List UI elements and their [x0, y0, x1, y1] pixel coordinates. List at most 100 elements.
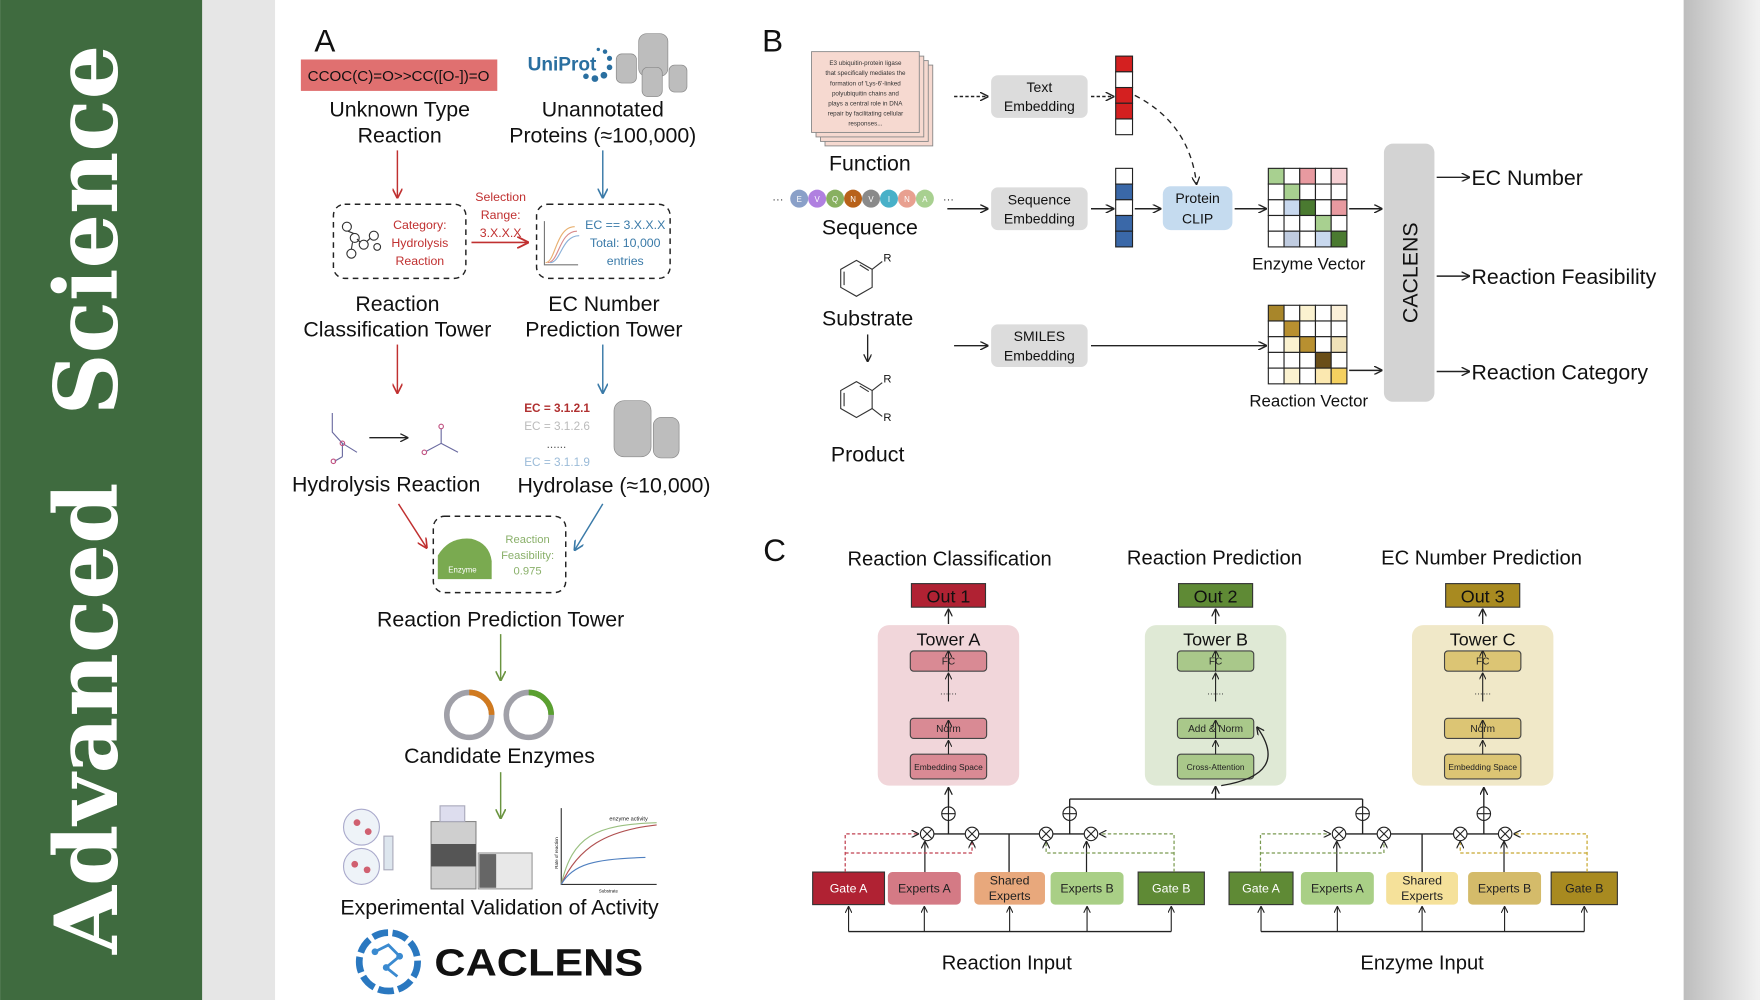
document-text-line: that specifically mediates the — [825, 70, 906, 77]
amino-acid-letter: V — [868, 195, 874, 204]
smiles-embedding-line1: SMILES — [1014, 328, 1065, 344]
benzene-substrate-icon — [840, 259, 883, 297]
multiply-node-icon — [1041, 829, 1051, 839]
grid-cell — [1314, 320, 1332, 338]
journal-title-word2: Science — [35, 45, 138, 415]
sequence-embedding-line1: Sequence — [1008, 191, 1071, 207]
amino-acid-letter: E — [797, 195, 802, 204]
amino-acid-bead — [790, 189, 809, 208]
unannotated-line1: Unannotated — [542, 98, 664, 122]
grid-cell — [1330, 230, 1348, 248]
r-group-label: R — [883, 412, 891, 424]
add-node-icon — [1062, 806, 1077, 821]
right-shadow — [1683, 0, 1760, 1000]
feasibility-line1: Reaction — [505, 534, 549, 546]
grid-cell — [1299, 183, 1317, 201]
moe-module-label-line: Experts — [989, 889, 1031, 903]
cell-culture-icon — [342, 808, 394, 885]
category-line2: Hydrolysis — [391, 236, 448, 250]
smiles-text: CCOC(C)=O>>CC([O-])=O — [308, 68, 490, 85]
grid-cell — [1283, 214, 1301, 232]
reaction-vector-grid — [1267, 304, 1348, 385]
grid-cell — [1314, 304, 1332, 322]
ec-filter-line2: Total: 10,000 — [590, 236, 661, 250]
moe-module-box — [1228, 871, 1294, 906]
category-line3: Reaction — [396, 254, 445, 268]
gate-dashed-arrow — [1260, 842, 1383, 854]
vector-cell — [1115, 71, 1134, 89]
r-group-label: R — [883, 374, 891, 386]
amino-acid-letter: A — [922, 195, 928, 204]
ec-item: EC = 3.1.2.1 — [524, 402, 590, 415]
grid-cell — [1330, 367, 1348, 385]
ellipsis-text: ··· — [943, 194, 954, 206]
ec-filter-line3: entries — [607, 254, 644, 268]
smiles-embedding-box — [991, 324, 1088, 368]
moe-module-label: Gate A — [830, 881, 868, 895]
amino-acid-bead — [880, 189, 898, 208]
multiply-node-icon — [1334, 829, 1344, 839]
caclens-logo-icon — [355, 929, 421, 995]
grid-cell — [1314, 167, 1332, 185]
output-box — [1445, 583, 1521, 608]
sequence-vector — [1115, 167, 1134, 248]
grid-cell — [1299, 230, 1317, 248]
arrow — [397, 503, 427, 548]
database-icon — [615, 33, 688, 97]
enzyme-vector-grid — [1267, 167, 1348, 248]
document-text-line: polyubiquitin chains and — [832, 90, 899, 97]
rct-line2: Classification Tower — [303, 318, 491, 342]
panel-a: A CCOC(C)=O>>CC([O-])=O Unknown Type Rea… — [292, 24, 710, 995]
unannotated-line2: Proteins (≈100,000) — [509, 124, 696, 148]
grid-cell — [1283, 351, 1301, 369]
uniprot-dots-icon — [583, 47, 613, 82]
selection-line2: Range: — [481, 208, 521, 222]
hplc-instrument-icon — [430, 805, 533, 890]
grid-cell — [1267, 167, 1285, 185]
moe-module-label: Experts A — [898, 881, 952, 895]
grid-cell — [1299, 199, 1317, 217]
multiply-node-icon — [1455, 829, 1466, 839]
tower-layer-label: Embedding Space — [1448, 762, 1517, 772]
grid-cell — [1267, 199, 1285, 217]
grid-cell — [1283, 304, 1301, 322]
panel-b: B E3 ubiquitin-protein ligase that specif… — [762, 24, 1656, 467]
grid-cell — [1314, 183, 1332, 201]
amino-acid-letter: N — [850, 195, 856, 204]
add-node-icon — [1355, 806, 1370, 821]
ec-ellipsis: ...... — [547, 438, 567, 451]
output-label: Out 2 — [1194, 587, 1238, 607]
moe-module-label: Experts B — [1478, 881, 1531, 895]
rct-line1: Reaction — [355, 292, 439, 316]
grid-cell — [1299, 167, 1317, 185]
moe-module-label: Experts B — [1060, 881, 1113, 895]
multiply-node-icon — [922, 829, 933, 839]
grid-cell — [1299, 304, 1317, 322]
enzyme-icon-label: Enzyme — [448, 565, 477, 574]
grid-cell — [1267, 320, 1285, 338]
moe-module-label: Gate A — [1242, 881, 1280, 895]
vector-cell — [1115, 86, 1134, 104]
substrate-label: Substrate — [822, 306, 913, 330]
selection-line3: 3.X.X.X — [480, 226, 522, 240]
grid-cell — [1299, 214, 1317, 232]
acetate-molecule-icon — [421, 423, 459, 456]
activity-plot-icon: enzyme activity Rate of reaction Substra… — [554, 808, 657, 893]
tower-title: Tower B — [1183, 629, 1248, 649]
grid-cell — [1330, 336, 1348, 353]
candidate-enzyme-ring-icon — [503, 689, 554, 741]
text-embedding-line2: Embedding — [1004, 98, 1075, 114]
journal-title-word1: Advanced — [35, 483, 138, 955]
candidates-label: Candidate Enzymes — [404, 744, 595, 768]
sequence-label: Sequence — [822, 216, 918, 240]
panel-a-label: A — [314, 24, 335, 59]
smiles-box — [300, 59, 498, 91]
molecule-icon — [341, 221, 382, 259]
caclens-logo-text: CACLENS — [434, 941, 643, 984]
document-text-line: formation of 'Lys-6'-linked — [830, 80, 901, 87]
tower-title: Tower A — [917, 629, 981, 649]
panel-b-label: B — [762, 24, 783, 59]
amino-acid-bead — [897, 189, 916, 208]
smiles-embedding-line2: Embedding — [1004, 347, 1075, 363]
document-text-line: plays a central role in DNA — [828, 100, 903, 107]
